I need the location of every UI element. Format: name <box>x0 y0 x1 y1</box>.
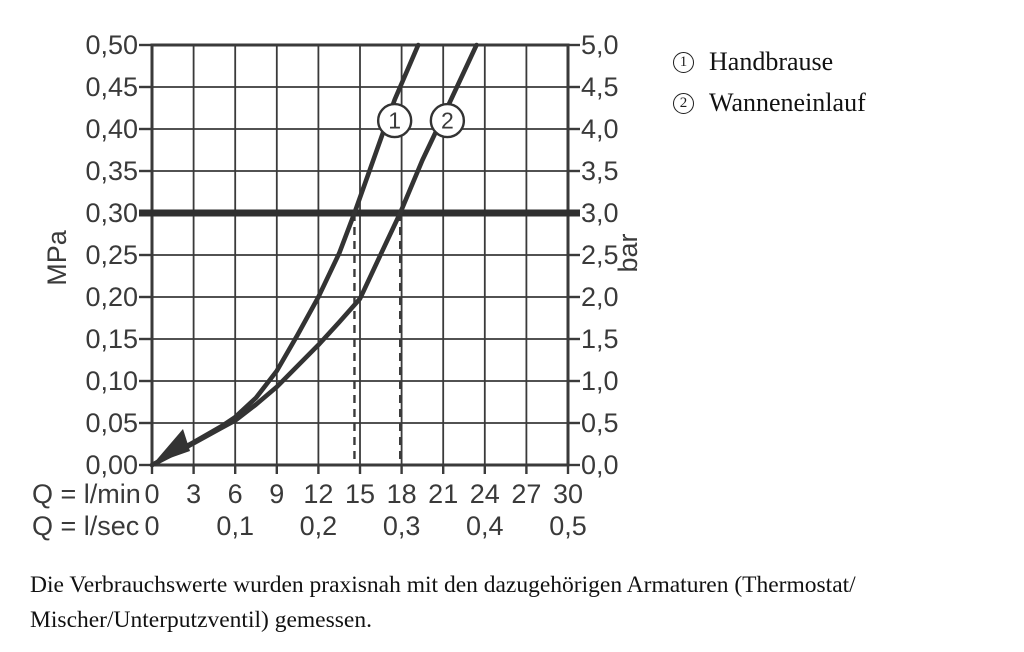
x-lsec-tick-label: 0,3 <box>383 511 421 541</box>
caption: Die Verbrauchswerte wurden praxisnah mit… <box>30 568 1005 638</box>
y-right-axis-title: bar <box>613 233 643 272</box>
circled-2-icon: 2 <box>673 92 694 114</box>
x-lmin-tick-label: 6 <box>228 479 243 509</box>
x-lsec-tick-label: 0,2 <box>300 511 338 541</box>
y-right-tick-label: 2,5 <box>581 240 619 270</box>
y-left-tick-label: 0,00 <box>85 450 138 480</box>
x-lmin-tick-label: 3 <box>186 479 201 509</box>
curve-marker-circle-1 <box>376 102 413 139</box>
x-lmin-tick-label: 0 <box>144 479 159 509</box>
legend-label-wanneneinlauf: Wanneneinlauf <box>709 88 866 117</box>
y-left-tick-label: 0,20 <box>85 282 138 312</box>
curve-marker-number-2: 2 <box>441 108 454 134</box>
y-left-tick-label: 0,25 <box>85 240 138 270</box>
y-right-tick-label: 0,0 <box>581 450 619 480</box>
y-left-tick-label: 0,40 <box>85 114 138 144</box>
x-lsec-axis-title: Q = l/sec <box>32 511 139 541</box>
y-right-tick-label: 4,0 <box>581 114 619 144</box>
x-lmin-tick-label: 9 <box>269 479 284 509</box>
y-right-tick-label: 1,0 <box>581 366 619 396</box>
plot-border <box>150 43 570 467</box>
curve-2 <box>149 42 479 468</box>
curve-marker-number-1: 1 <box>388 108 401 134</box>
circled-1-icon: 1 <box>673 51 694 73</box>
y-right-tick-label: 2,0 <box>581 282 619 312</box>
x-lmin-tick-label: 21 <box>428 479 458 509</box>
y-left-tick-label: 0,30 <box>85 198 138 228</box>
caption-line-2: Mischer/Unterputzventil) gemessen. <box>30 607 372 633</box>
x-lmin-axis-title: Q = l/min <box>32 479 141 509</box>
y-right-tick-label: 3,0 <box>581 198 619 228</box>
y-left-tick-label: 0,45 <box>85 72 138 102</box>
x-lmin-tick-label: 12 <box>303 479 333 509</box>
x-lmin-tick-label: 18 <box>387 479 417 509</box>
x-lmin-tick-label: 15 <box>345 479 375 509</box>
curve-origin-arrow <box>153 429 190 464</box>
curve-marker-circle-2 <box>429 102 466 139</box>
y-right-tick-label: 4,5 <box>581 72 619 102</box>
x-lsec-tick-label: 0,5 <box>549 511 587 541</box>
caption-line-1: Die Verbrauchswerte wurden praxisnah mit… <box>30 572 856 598</box>
x-lmin-tick-label: 24 <box>470 479 500 509</box>
y-right-tick-label: 1,5 <box>581 324 619 354</box>
x-lsec-tick-label: 0 <box>144 511 159 541</box>
x-lsec-tick-label: 0,4 <box>466 511 504 541</box>
legend-label-handbrause: Handbrause <box>709 47 834 76</box>
y-left-tick-label: 0,10 <box>85 366 138 396</box>
y-left-tick-label: 0,35 <box>85 156 138 186</box>
x-lmin-tick-label: 30 <box>553 479 583 509</box>
y-left-tick-label: 0,15 <box>85 324 138 354</box>
legend: 1 Handbrause 2 Wanneneinlauf <box>673 47 866 118</box>
legend-item-wanneneinlauf: 2 Wanneneinlauf <box>673 88 866 118</box>
x-lmin-tick-label: 27 <box>511 479 541 509</box>
y-right-tick-label: 3,5 <box>581 156 619 186</box>
y-left-tick-label: 0,05 <box>85 408 138 438</box>
y-left-axis-title: MPa <box>42 229 72 286</box>
y-left-tick-label: 0,50 <box>85 30 138 60</box>
legend-item-handbrause: 1 Handbrause <box>673 47 866 77</box>
y-right-tick-label: 0,5 <box>581 408 619 438</box>
x-lsec-tick-label: 0,1 <box>216 511 254 541</box>
y-right-tick-label: 5,0 <box>581 30 619 60</box>
flow-pressure-chart: 1 20,000,050,100,150,200,250,300,350,400,… <box>32 30 643 541</box>
